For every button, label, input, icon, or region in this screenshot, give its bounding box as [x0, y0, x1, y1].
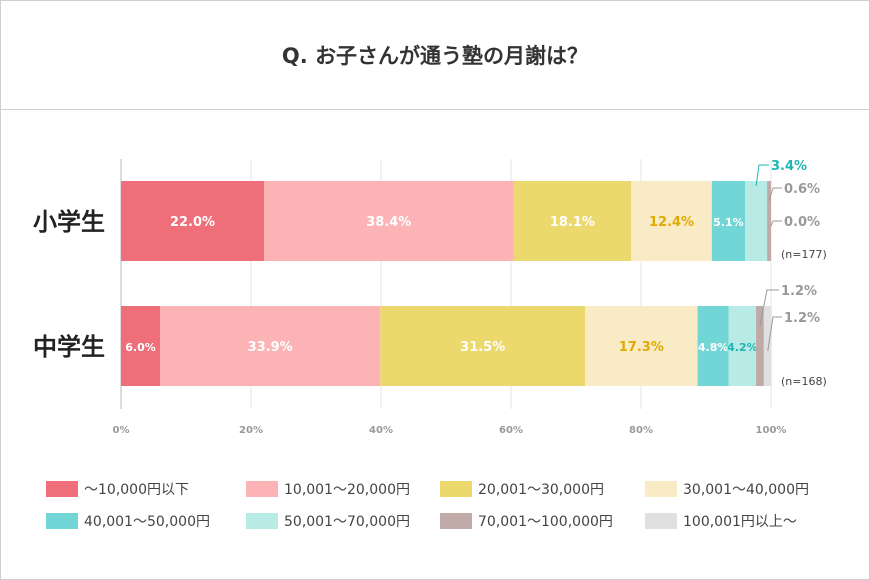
legend-item: 20,001～30,000円 [440, 479, 645, 499]
bar-segment [711, 181, 745, 261]
x-tick-label: 60% [499, 425, 523, 436]
bar-segment [745, 181, 768, 261]
bar-segment [121, 181, 264, 261]
legend-swatch [440, 481, 472, 497]
data-label: 12.4% [649, 215, 694, 230]
bar-segment [380, 306, 586, 386]
bar-segment [697, 306, 729, 386]
category-label: 中学生 [33, 333, 105, 361]
data-label: 38.4% [366, 215, 411, 230]
legend-label: 100,001円以上～ [683, 514, 797, 530]
chart-title: Q. お子さんが通う塾の月謝は？ [1, 1, 869, 110]
data-label: 6.0% [125, 341, 156, 354]
bar-segment [767, 181, 771, 261]
x-tick-label: 20% [239, 425, 263, 436]
legend-label: 10,001～20,000円 [284, 482, 410, 498]
data-label: 5.1% [713, 216, 744, 229]
leader-line [770, 220, 782, 227]
legend-label: ～10,000円以下 [84, 482, 189, 498]
data-label: 0.6% [784, 182, 820, 197]
data-label: 3.4% [771, 159, 807, 174]
data-label: 22.0% [170, 215, 215, 230]
data-label: 1.2% [781, 284, 817, 299]
legend-swatch [246, 481, 278, 497]
legend-label: 30,001～40,000円 [683, 482, 809, 498]
x-tick-label: 0% [113, 425, 130, 436]
legend: ～10,000円以下 10,001～20,000円 20,001～30,000円 30… [46, 479, 846, 531]
bar-segment [631, 181, 712, 261]
legend-swatch [440, 513, 472, 529]
legend-swatch [645, 481, 677, 497]
sample-size-label: (n=177) [781, 248, 827, 261]
leader-line [768, 187, 782, 202]
legend-swatch [645, 513, 677, 529]
data-label: 18.1% [550, 215, 595, 230]
bar-chart: 0% 20% 40% 60% 80% 100% 小学生 22.0% 38.4% 18.1% 12.4… [33, 159, 827, 436]
legend-label: 70,001～100,000円 [478, 514, 613, 530]
sample-size-label: (n=168) [781, 375, 827, 388]
x-tick-label: 80% [629, 425, 653, 436]
bar-segment [728, 306, 757, 386]
legend-label: 20,001～30,000円 [478, 482, 604, 498]
bar-segment [121, 306, 160, 386]
data-label: 1.2% [784, 311, 820, 326]
data-label: 4.2% [727, 341, 758, 354]
data-label: 33.9% [248, 340, 293, 355]
data-label: 4.8% [698, 341, 729, 354]
legend-item: 100,001円以上～ [645, 511, 845, 531]
x-tick-label: 100% [756, 425, 787, 436]
legend-item: 30,001～40,000円 [645, 479, 845, 499]
x-tick-label: 40% [369, 425, 393, 436]
data-label: 0.0% [784, 215, 820, 230]
legend-label: 40,001～50,000円 [84, 514, 210, 530]
bar-segment [585, 306, 698, 386]
legend-swatch [46, 481, 78, 497]
legend-swatch [46, 513, 78, 529]
bar-segment [513, 181, 632, 261]
bar-segment [264, 181, 514, 261]
legend-item: 40,001～50,000円 [46, 511, 246, 531]
leader-line [755, 164, 769, 187]
data-label: 31.5% [460, 340, 505, 355]
data-label: 17.3% [619, 340, 664, 355]
category-label: 小学生 [33, 208, 105, 236]
bar-segment [756, 306, 764, 386]
bar-segment [763, 306, 772, 386]
legend-label: 50,001～70,000円 [284, 514, 410, 530]
legend-item: 70,001～100,000円 [440, 511, 645, 531]
legend-swatch [246, 513, 278, 529]
legend-item: 10,001～20,000円 [246, 479, 440, 499]
leader-line [759, 289, 779, 327]
bar-segment [160, 306, 381, 386]
legend-item: 50,001～70,000円 [246, 511, 440, 531]
legend-item: ～10,000円以下 [46, 479, 246, 499]
leader-line [767, 316, 782, 352]
